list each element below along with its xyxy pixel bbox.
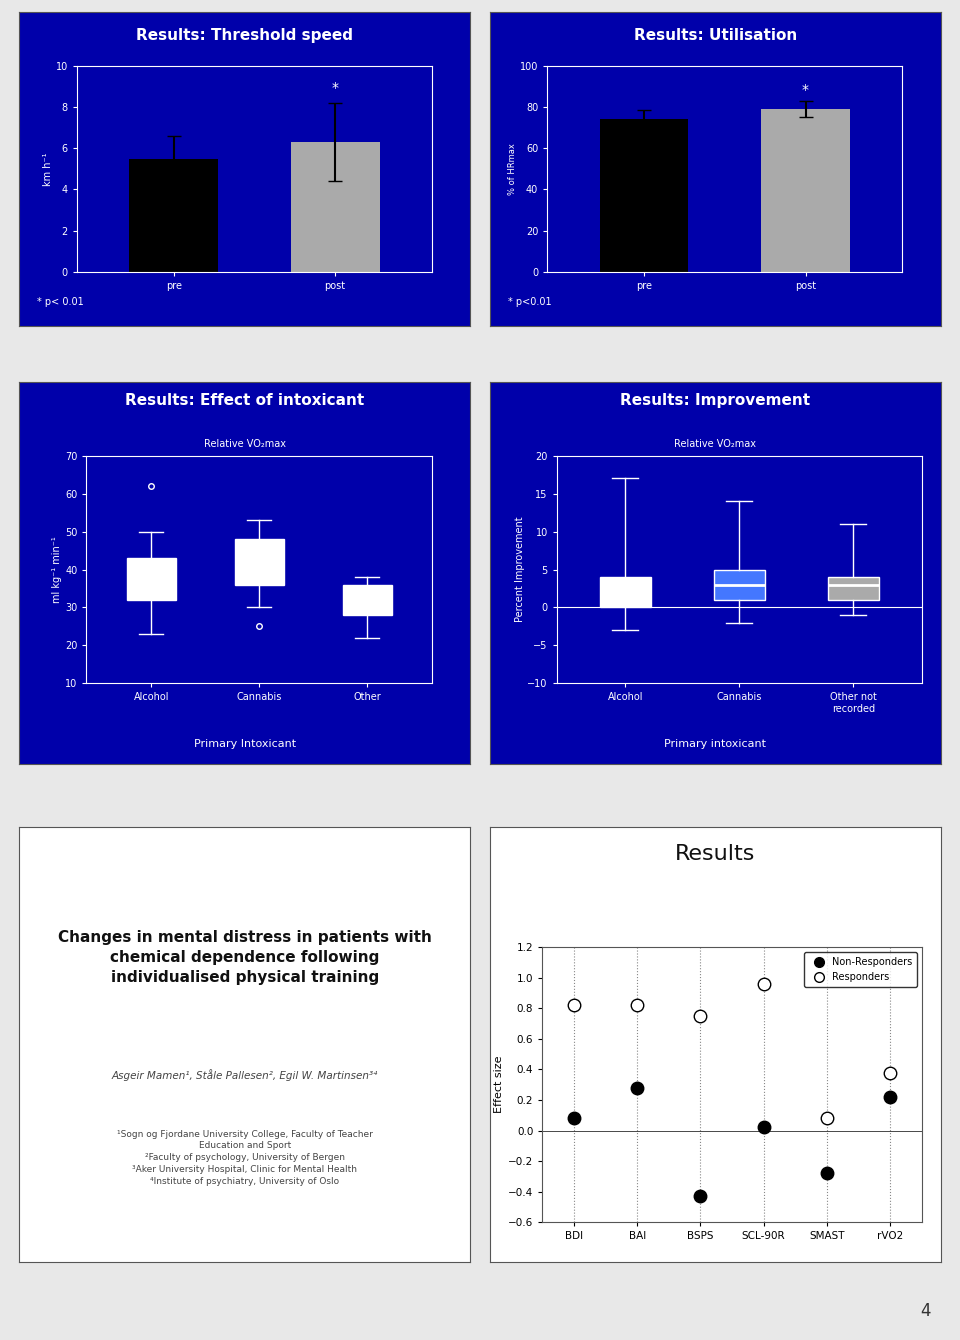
Non-Responders <box>568 1111 580 1127</box>
Text: Asgeir Mamen¹, Ståle Pallesen², Egil W. Martinsen³⁴: Asgeir Mamen¹, Ståle Pallesen², Egil W. … <box>111 1069 378 1081</box>
Y-axis label: Percent Improvement: Percent Improvement <box>515 517 524 622</box>
Text: Results: Utilisation: Results: Utilisation <box>634 28 797 43</box>
Non-Responders <box>884 1089 896 1105</box>
Line: Responders: Responders <box>567 978 897 1124</box>
Legend: Non-Responders, Responders: Non-Responders, Responders <box>804 953 917 986</box>
Text: *: * <box>802 83 809 96</box>
PathPatch shape <box>127 557 176 600</box>
Y-axis label: % of HRmax: % of HRmax <box>508 143 517 194</box>
Text: Results: Effect of intoxicant: Results: Effect of intoxicant <box>125 394 365 409</box>
Bar <box>291 142 379 272</box>
Text: Relative VO₂max: Relative VO₂max <box>204 440 286 449</box>
Bar <box>761 109 850 272</box>
Bar <box>600 119 688 272</box>
Y-axis label: Effect size: Effect size <box>494 1056 504 1114</box>
Y-axis label: km h⁻¹: km h⁻¹ <box>43 151 53 185</box>
Text: *: * <box>331 80 339 95</box>
Responders <box>757 976 769 992</box>
PathPatch shape <box>828 578 878 600</box>
Text: * p<0.01: * p<0.01 <box>508 296 551 307</box>
Responders <box>695 1008 707 1024</box>
Text: Changes in mental distress in patients with
chemical dependence following
indivi: Changes in mental distress in patients w… <box>58 930 432 985</box>
Text: Relative VO₂max: Relative VO₂max <box>674 440 756 449</box>
Y-axis label: ml kg⁻¹ min⁻¹: ml kg⁻¹ min⁻¹ <box>52 536 62 603</box>
Responders <box>632 997 643 1013</box>
Non-Responders <box>757 1119 769 1135</box>
PathPatch shape <box>343 584 392 615</box>
Text: Primary Intoxicant: Primary Intoxicant <box>194 738 296 749</box>
PathPatch shape <box>235 539 283 584</box>
Text: * p< 0.01: * p< 0.01 <box>37 296 84 307</box>
Non-Responders <box>632 1080 643 1096</box>
Text: Results: Results <box>675 844 756 864</box>
Text: Results: Threshold speed: Results: Threshold speed <box>136 28 353 43</box>
PathPatch shape <box>713 570 765 600</box>
Text: Primary intoxicant: Primary intoxicant <box>664 738 766 749</box>
Responders <box>568 997 580 1013</box>
Text: 4: 4 <box>921 1302 931 1320</box>
Non-Responders <box>821 1166 832 1182</box>
Text: ¹Sogn og Fjordane University College, Faculty of Teacher
Education and Sport
²Fa: ¹Sogn og Fjordane University College, Fa… <box>117 1130 372 1186</box>
Bar <box>130 158 218 272</box>
Non-Responders <box>695 1189 707 1205</box>
Responders <box>821 1111 832 1127</box>
Text: Results: Improvement: Results: Improvement <box>620 394 810 409</box>
Responders <box>884 1064 896 1080</box>
PathPatch shape <box>600 578 651 607</box>
Line: Non-Responders: Non-Responders <box>567 1081 897 1202</box>
